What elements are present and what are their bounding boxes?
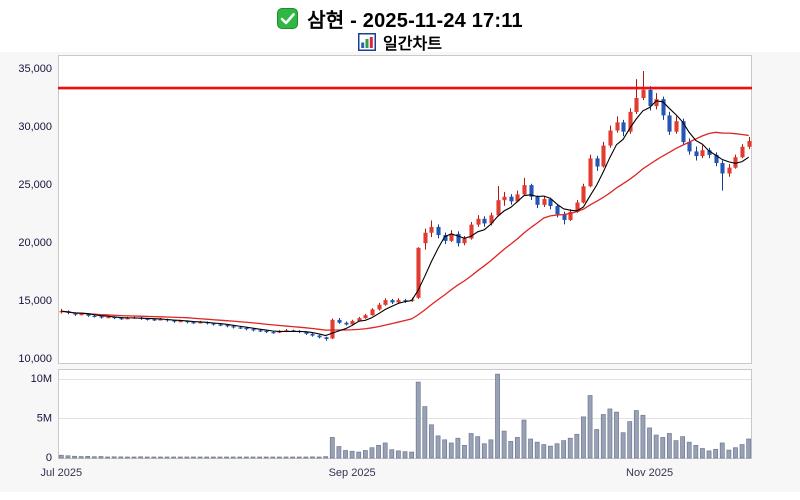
- chart-header: 삼현 - 2025-11-24 17:11 일간차트: [0, 0, 800, 53]
- chart-subtitle: 일간차트: [383, 35, 442, 53]
- green-checkbox-icon: [277, 7, 299, 29]
- chart-title: 삼현 - 2025-11-24 17:11: [307, 9, 523, 32]
- subtitle-row: 일간차트: [0, 31, 800, 53]
- daily-chart-canvas: [0, 52, 800, 492]
- bar-chart-icon: [358, 32, 377, 51]
- title-row: 삼현 - 2025-11-24 17:11: [0, 5, 800, 32]
